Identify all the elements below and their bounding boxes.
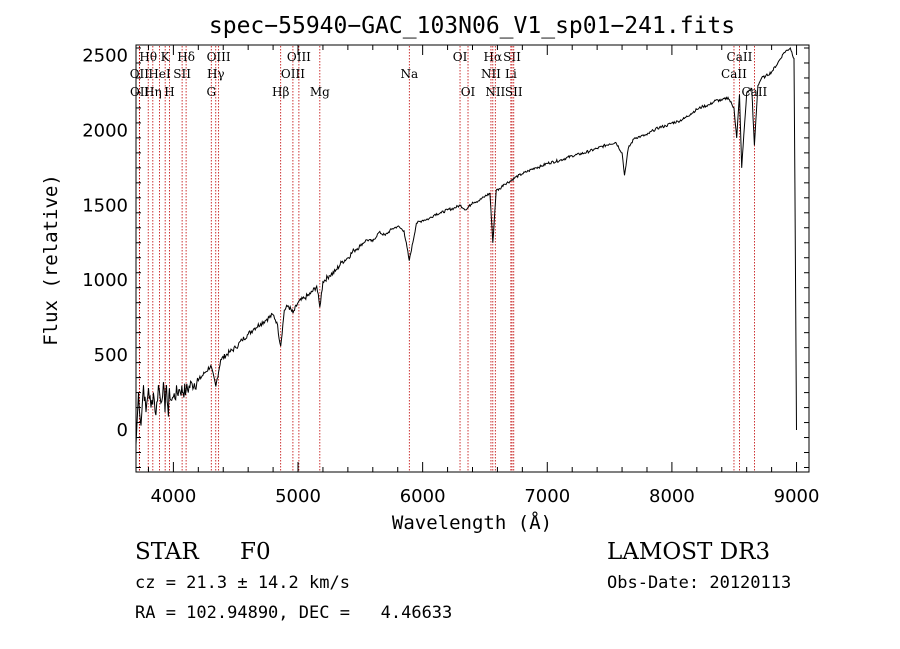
- line-marker-label: OI: [453, 50, 468, 64]
- y-tick-label: 1500: [82, 195, 128, 216]
- x-tick-label: 5000: [275, 486, 321, 507]
- line-marker-label: OI: [461, 85, 476, 99]
- plot-frame: [135, 44, 810, 473]
- x-axis: 4000 5000 6000 7000 8000 9000: [147, 45, 820, 507]
- y-tick-label: 500: [94, 345, 128, 366]
- line-marker-label: OIII: [287, 50, 311, 64]
- redshift-line: cz = 21.3 ± 14.2 km/s: [135, 573, 350, 593]
- line-marker-label: CaII: [721, 67, 747, 81]
- line-marker-label: SII: [503, 50, 521, 64]
- line-marker-label: G: [206, 85, 216, 99]
- subclass-label: F0: [240, 539, 271, 565]
- line-marker-label: OIII: [207, 50, 231, 64]
- y-axis-label: Flux (relative): [40, 174, 62, 346]
- line-marker-label: OII: [130, 85, 150, 99]
- spectrum-series: [135, 46, 797, 446]
- y-axis: 0 500 1000 1500 2000 2500: [82, 45, 809, 469]
- line-marker-label: Hβ: [272, 85, 289, 99]
- line-marker-label: Hγ: [207, 67, 225, 81]
- line-marker-label: K: [161, 50, 171, 64]
- x-tick-label: 6000: [400, 486, 446, 507]
- spectrum-line: [135, 46, 797, 446]
- line-marker-label: Hα: [484, 50, 503, 64]
- y-tick-label: 2000: [82, 120, 128, 141]
- line-marker-label: H: [164, 85, 174, 99]
- line-marker-label: OIII: [281, 67, 305, 81]
- x-tick-label: 8000: [649, 486, 695, 507]
- line-marker-label: Hθ: [139, 50, 157, 64]
- y-tick-label: 2500: [82, 45, 128, 66]
- obs-date-line: Obs-Date: 20120113: [607, 573, 792, 593]
- class-label: STAR: [135, 539, 199, 565]
- x-axis-label: Wavelength (Å): [392, 511, 552, 534]
- x-tick-label: 7000: [524, 486, 570, 507]
- line-marker-label: Mg: [310, 85, 330, 99]
- survey-label: LAMOST DR3: [607, 539, 771, 565]
- line-marker-label: Hδ: [177, 50, 195, 64]
- line-marker-label: CaII: [741, 85, 767, 99]
- coords-line: RA = 102.94890, DEC = 4.46633: [135, 603, 453, 623]
- x-tick-label: 9000: [774, 486, 820, 507]
- chart-title: spec−55940−GAC_103N06_V1_sp01−241.fits: [209, 13, 735, 39]
- y-tick-label: 0: [117, 420, 128, 441]
- line-marker-label: NII: [481, 67, 501, 81]
- line-marker-label: Li: [505, 67, 517, 81]
- line-marker-label: CaII: [727, 50, 753, 64]
- line-marker-label: Hη: [144, 85, 162, 99]
- line-marker-label: SII: [173, 67, 191, 81]
- line-marker-label: NII: [485, 85, 505, 99]
- line-marker-label: Na: [400, 67, 418, 81]
- line-marker-label: HeI: [148, 67, 171, 81]
- line-marker-label: SII: [505, 85, 523, 99]
- x-tick-label: 4000: [150, 486, 196, 507]
- y-tick-label: 1000: [82, 270, 128, 291]
